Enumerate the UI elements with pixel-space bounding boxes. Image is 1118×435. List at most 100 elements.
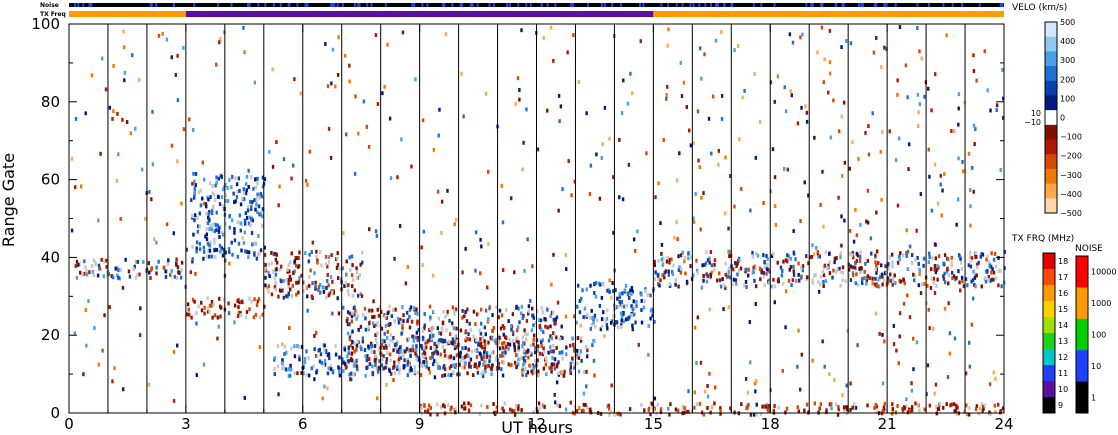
scatter-cell [186,302,190,307]
scatter-cell [693,325,697,330]
scatter-cell [558,119,561,124]
scatter-cell [990,270,993,275]
scatter-cell [420,344,423,348]
scatter-cell [175,257,178,262]
noise-bar-segment [508,3,511,7]
scatter-cell [863,269,866,274]
scatter-cell [354,308,357,313]
scatter-cell [888,255,892,260]
scatter-cell [796,121,800,126]
scatter-cell [707,116,711,121]
scatter-cell [754,302,758,306]
scatter-cell [585,287,589,292]
scatter-cell [988,412,992,417]
scatter-cell [755,251,758,256]
scatter-cell [866,188,870,193]
scatter-cell [244,191,248,196]
scatter-cell [710,405,714,410]
scatter-cell [792,264,795,269]
scatter-cell [210,211,214,216]
scatter-cell [423,312,426,316]
scatter-cell [329,367,333,372]
scatter-cell [446,188,449,193]
scatter-cell [552,252,555,257]
scatter-cell [311,240,314,245]
scatter-cell [668,282,672,287]
scatter-cell [770,284,773,289]
scatter-cell [267,284,271,289]
noise-bar-segment [842,3,845,7]
scatter-cell [667,27,670,32]
scatter-cell [259,192,262,197]
scatter-cell [871,276,874,281]
scatter-cell [364,373,367,378]
scatter-cell [559,104,563,109]
scatter-cell [431,351,434,356]
scatter-cell [191,214,194,218]
scatter-cell [886,279,890,284]
scatter-cell [208,309,211,314]
scatter-cell [544,324,547,329]
scatter-cell [401,329,404,334]
scatter-cell [461,346,464,351]
scatter-cell [952,402,956,407]
noise-bar-label: Noise [40,2,59,9]
scatter-cell [121,117,124,122]
scatter-cell [551,355,554,360]
scatter-cell [969,204,972,209]
scatter-cell [746,390,750,395]
velocity-colorbar-cell [1045,80,1057,96]
scatter-cell [287,285,290,290]
noise-bar-segment [333,3,336,7]
scatter-cell [734,261,737,265]
scatter-cell [268,274,271,279]
scatter-cell [745,285,748,289]
scatter-cell [374,337,378,342]
noise-bar-segment [821,3,824,7]
scatter-cell [721,277,724,282]
scatter-cell [999,268,1002,273]
scatter-cell [242,240,246,245]
scatter-cell [396,316,400,321]
scatter-cell [517,345,520,350]
scatter-cell [191,297,195,302]
scatter-cell [329,275,333,279]
scatter-cell [228,225,231,230]
scatter-cell [79,270,82,275]
scatter-cell [960,260,963,265]
scatter-cell [828,402,832,407]
scatter-cell [718,271,721,276]
scatter-cell [190,198,193,203]
noise-bar-segment [246,3,249,7]
velocity-colorbar-tick-label: −400 [1060,190,1082,199]
scatter-cell [74,185,77,190]
scatter-cell [370,344,374,348]
scatter-cell [898,254,901,259]
scatter-cell [666,255,669,260]
scatter-cell [843,218,846,223]
noise-bar-segment [731,3,734,7]
scatter-cell [451,363,455,368]
scatter-cell [472,373,475,378]
scatter-cell [827,90,830,95]
scatter-cell [374,33,378,37]
scatter-cell [561,369,564,374]
scatter-cell [713,258,717,263]
scatter-cell [517,362,520,367]
scatter-cell [744,279,748,284]
scatter-cell [204,234,207,239]
scatter-cell [82,372,85,377]
scatter-cell [290,176,293,181]
scatter-cell [179,275,183,280]
noise-colorbar-tick-label: 10 [1091,362,1101,371]
scatter-cell [448,318,451,323]
scatter-cell [790,283,793,288]
scatter-cell [594,294,598,299]
scatter-cell [702,191,705,196]
scatter-cell [934,270,938,275]
scatter-cell [547,338,551,343]
scatter-cell [491,335,494,340]
scatter-cell [452,308,456,313]
scatter-cell [218,40,221,45]
scatter-cell [896,403,899,408]
